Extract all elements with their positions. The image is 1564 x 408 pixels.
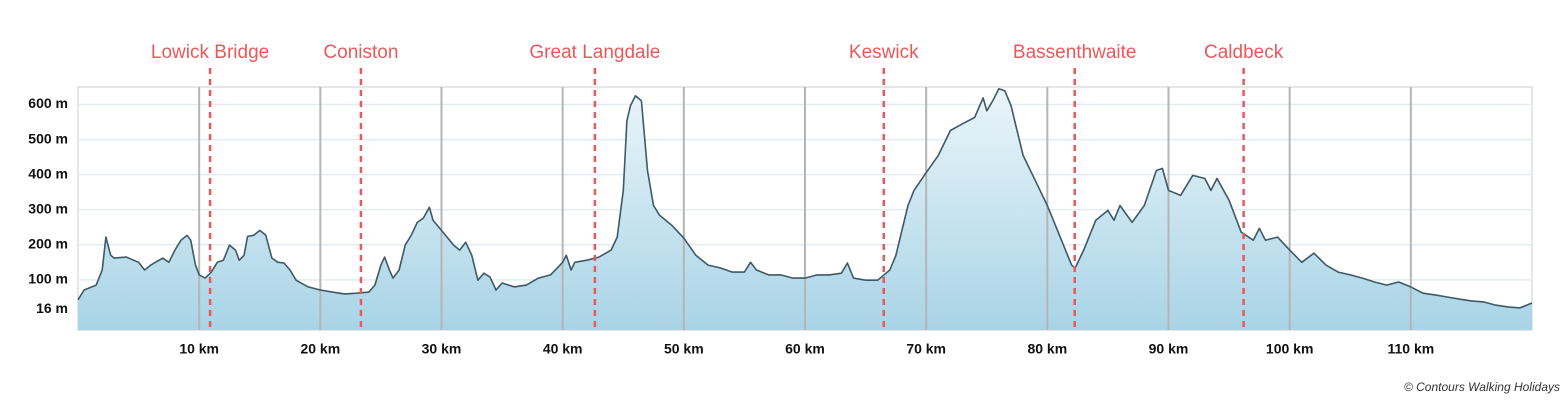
x-tick-label: 110 km: [1387, 341, 1434, 357]
x-tick-label: 30 km: [422, 341, 462, 357]
x-tick-label: 20 km: [300, 341, 340, 357]
marker-label: Coniston: [323, 42, 398, 63]
marker-label: Lowick Bridge: [151, 42, 269, 63]
x-tick-label: 70 km: [906, 341, 946, 357]
x-tick-label: 90 km: [1149, 341, 1189, 357]
y-tick-label: 100 m: [28, 271, 68, 287]
y-tick-label: 200 m: [28, 235, 68, 251]
marker-label: Keswick: [849, 42, 919, 63]
x-tick-label: 50 km: [664, 341, 704, 357]
x-tick-label: 10 km: [179, 341, 219, 357]
y-tick-label: 300 m: [28, 200, 68, 216]
x-tick-label: 100 km: [1266, 341, 1313, 357]
y-tick-label: 400 m: [28, 165, 68, 181]
y-tick-label: 600 m: [28, 95, 68, 111]
y-tick-label: 16 m: [36, 300, 68, 316]
marker-label: Great Langdale: [529, 42, 660, 63]
x-tick-label: 40 km: [543, 341, 583, 357]
x-tick-label: 80 km: [1027, 341, 1067, 357]
credit: © Contours Walking Holidays: [1404, 380, 1560, 394]
marker-label: Bassenthwaite: [1013, 42, 1137, 63]
y-tick-label: 500 m: [28, 130, 68, 146]
elevation-line: [77, 88, 1533, 309]
x-tick-label: 60 km: [785, 341, 825, 357]
marker-label: Caldbeck: [1204, 42, 1284, 63]
